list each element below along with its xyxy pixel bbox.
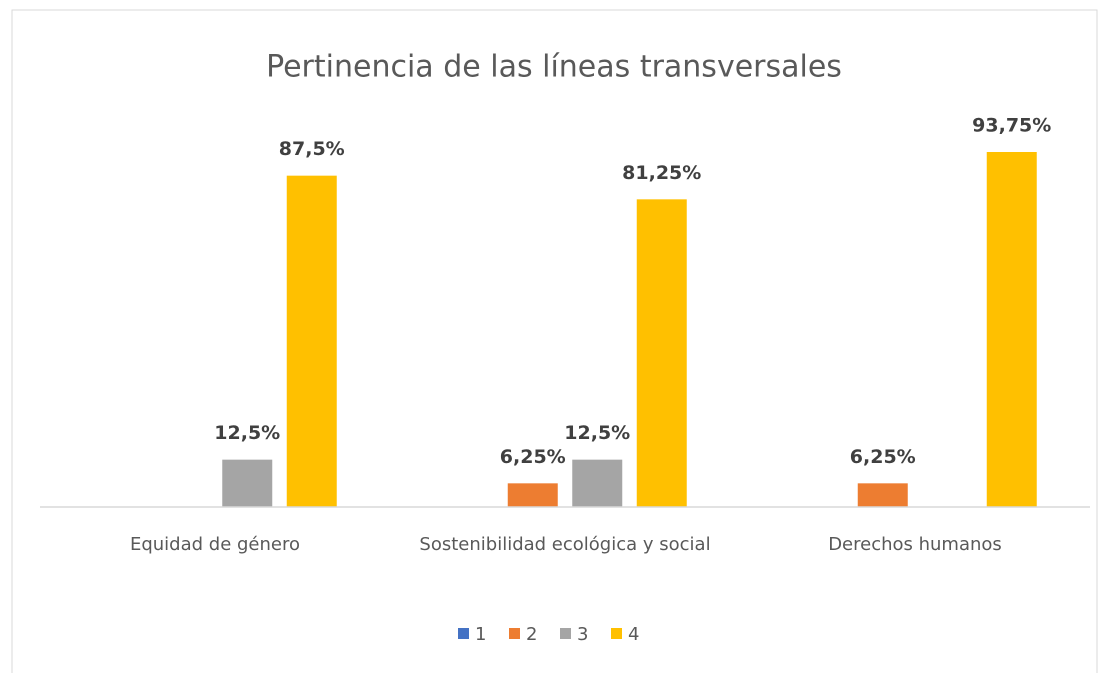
bar (636, 199, 687, 508)
bar (286, 175, 337, 507)
legend-label: 1 (475, 624, 486, 645)
legend-swatch (509, 628, 520, 639)
x-tick-label: Equidad de género (129, 534, 301, 555)
legend-label: 2 (526, 624, 537, 645)
data-label: 12,5% (564, 422, 630, 444)
bar (507, 483, 558, 507)
bar (222, 459, 273, 507)
data-label: 12,5% (214, 422, 280, 444)
data-label: 93,75% (972, 115, 1051, 137)
data-label: 6,25% (850, 446, 916, 468)
legend-swatch (560, 628, 571, 639)
bar (857, 483, 908, 507)
x-tick-label: Derechos humanos (828, 534, 1002, 555)
legend-swatch (458, 628, 469, 639)
legend-label: 4 (628, 624, 639, 645)
data-label: 87,5% (279, 138, 345, 160)
bar (572, 459, 623, 507)
legend-swatch (611, 628, 622, 639)
x-tick-label: Sostenibilidad ecológica y social (419, 534, 711, 555)
data-label: 6,25% (500, 446, 566, 468)
data-label: 81,25% (622, 162, 701, 184)
bar (986, 152, 1037, 507)
chart-frame (11, 9, 1098, 673)
legend-label: 3 (577, 624, 588, 645)
chart-title: Pertinencia de las líneas transversales (266, 50, 842, 85)
